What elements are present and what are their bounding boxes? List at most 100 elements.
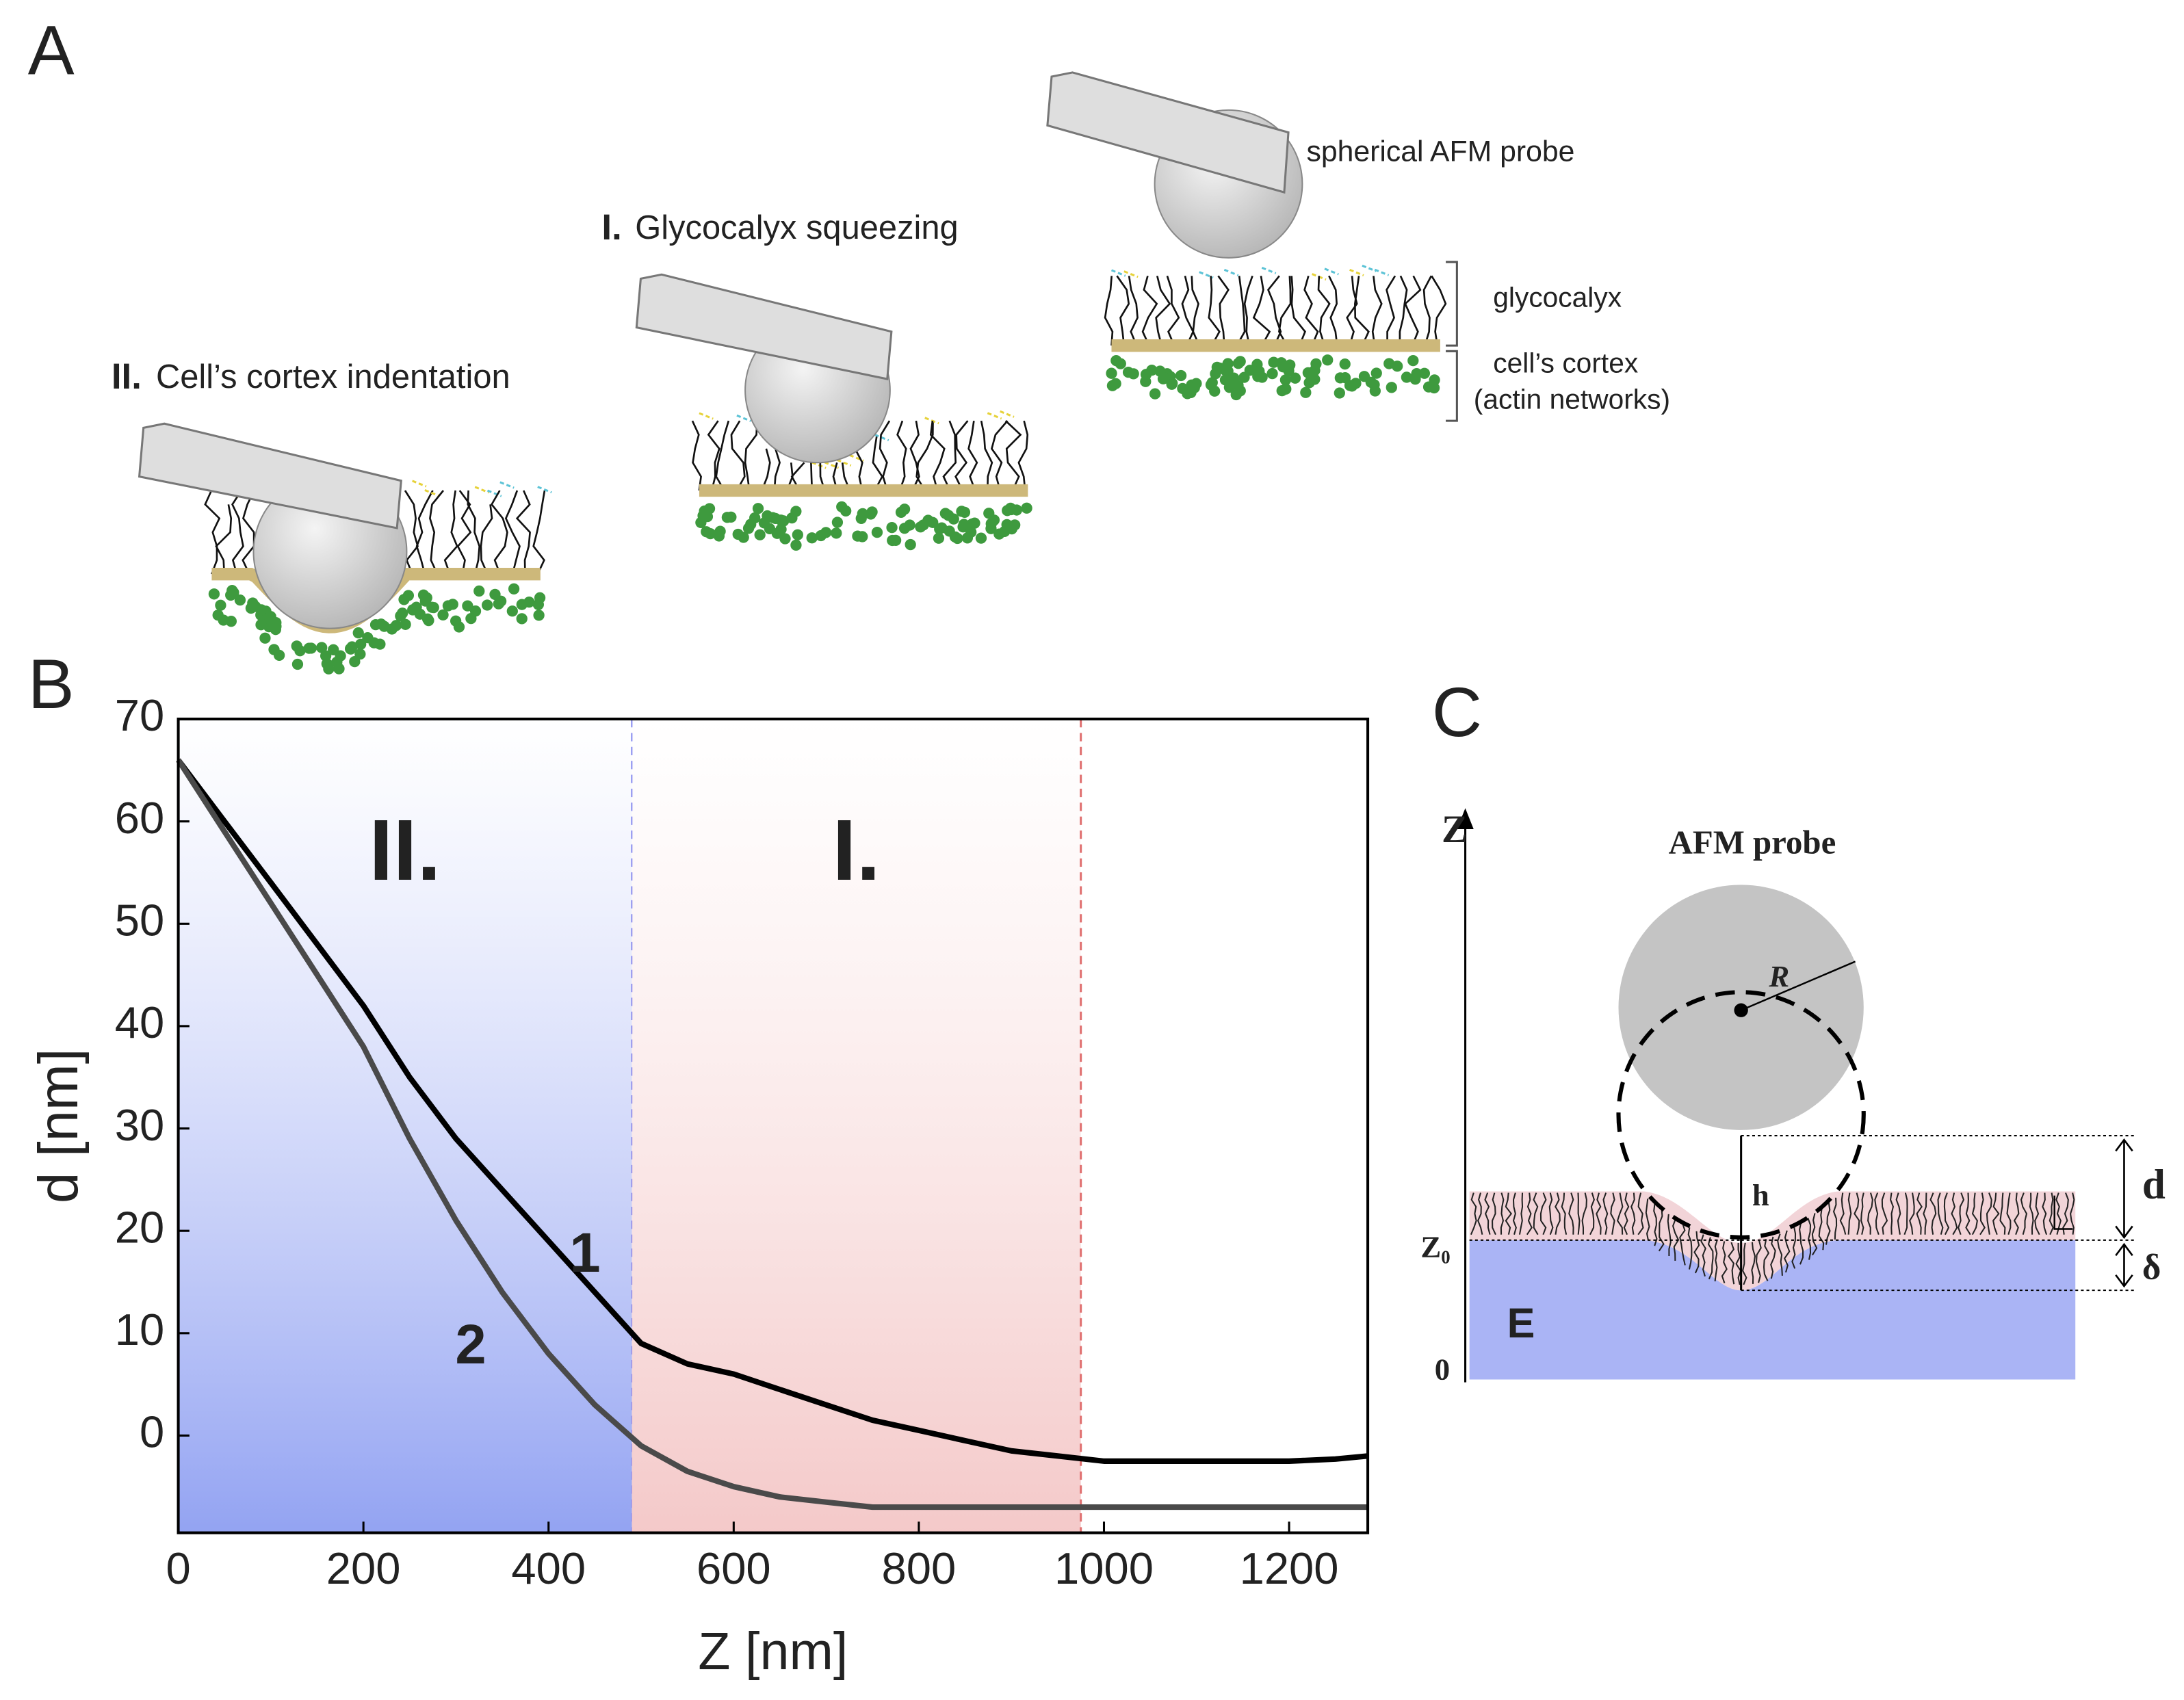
texture-strand [1909,1192,1915,1235]
texture-strand [1958,1192,1965,1235]
glycan [1000,410,1015,418]
x-axis-label: Z [nm] [698,1622,848,1681]
texture-strand [2070,1192,2075,1235]
actin [516,599,528,610]
cantilever [138,422,402,529]
glycan [699,412,714,420]
texture-strand [1903,1192,1908,1235]
level-label: 0 [1435,1352,1450,1387]
texture-strand [1610,1192,1615,1235]
actin [1386,382,1397,393]
texture-strand [1890,1192,1895,1235]
actin [316,642,328,653]
actin [1005,504,1017,516]
glycan [1349,268,1364,276]
glycocalyx-strand [1399,275,1408,346]
texture-strand [1637,1192,1644,1235]
data-line [176,758,1368,1511]
texture-strand [2006,1192,2012,1235]
glycocalyx-strand [1181,275,1195,346]
texture-strand [1763,1239,1770,1281]
glycocalyx-strand [515,490,531,575]
texture-strand [1799,1222,1804,1265]
actin [790,539,802,551]
actin [754,529,766,540]
actin [1358,371,1370,382]
actin [905,538,916,551]
actin [792,529,803,540]
panel-label: A [28,11,75,89]
actin [419,595,431,607]
texture-strand [1623,1192,1630,1235]
actin [939,508,951,519]
glycan [811,461,827,469]
glycocalyx-strand [915,421,934,491]
glycocalyx-strand [1243,275,1253,346]
texture-strand [1916,1192,1923,1235]
texture-strand [1679,1223,1686,1266]
texture-strand [1979,1192,1986,1235]
dimension-label: h [1752,1178,1769,1212]
x-tick-label: 600 [697,1543,771,1593]
glycocalyx-strand [467,490,481,575]
actin [959,506,971,519]
texture-strand [1667,1214,1672,1256]
glycocalyx-strand [1116,275,1130,346]
actin [934,523,946,535]
illustration [138,71,1447,675]
annotation: spherical AFM probe [1307,135,1575,168]
actin [857,531,868,542]
glycocalyx-strand [1431,275,1447,346]
texture-strand [1658,1209,1665,1252]
glycocalyx-strand [990,420,1009,491]
glycan [424,489,439,497]
actin [836,501,848,513]
texture-strand [1923,1192,1927,1235]
texture-strand [1929,1192,1937,1235]
glycocalyx-strand [443,490,458,575]
y-tick-label: 30 [115,1100,164,1150]
glycan [849,454,864,462]
dimension-mark [2053,1195,2073,1230]
texture-strand [1811,1213,1818,1256]
glycocalyx-strand [854,448,863,491]
actin [1106,367,1117,379]
actin [871,527,883,538]
y-tick-label: 50 [115,895,164,945]
glycocalyx-strand [404,490,419,575]
glycan [1374,268,1390,276]
region-label: II. [369,802,441,898]
texture-strand [1867,1192,1873,1235]
stage-numeral: I. [601,207,621,248]
y-tick-label: 70 [115,690,164,740]
texture-strand [1742,1242,1747,1285]
texture-strand [1533,1192,1539,1235]
glycocalyx-strand [1252,276,1271,346]
texture-strand [1770,1236,1776,1279]
texture-strand [1992,1192,2000,1235]
annotation: glycocalyx [1493,282,1622,313]
actin [1001,519,1013,531]
texture-strand [1548,1192,1554,1235]
glycocalyx-strand [1155,275,1171,346]
actin [345,643,356,655]
actin [922,514,934,526]
actin [1266,367,1278,380]
actin [1232,379,1244,391]
texture-strand [1756,1240,1762,1283]
stage-numeral: II. [112,356,142,397]
glycocalyx-strand [773,448,781,491]
glycocalyx-strand [1317,276,1331,346]
actin [944,525,955,537]
glycocalyx-strand [1328,275,1338,346]
glycan [736,414,751,422]
actin [1253,365,1265,377]
actin [1219,374,1232,386]
texture-strand [1581,1192,1587,1235]
glycan [537,486,552,494]
texture-strand [1653,1203,1658,1246]
actin [349,655,361,668]
actin [961,532,974,544]
